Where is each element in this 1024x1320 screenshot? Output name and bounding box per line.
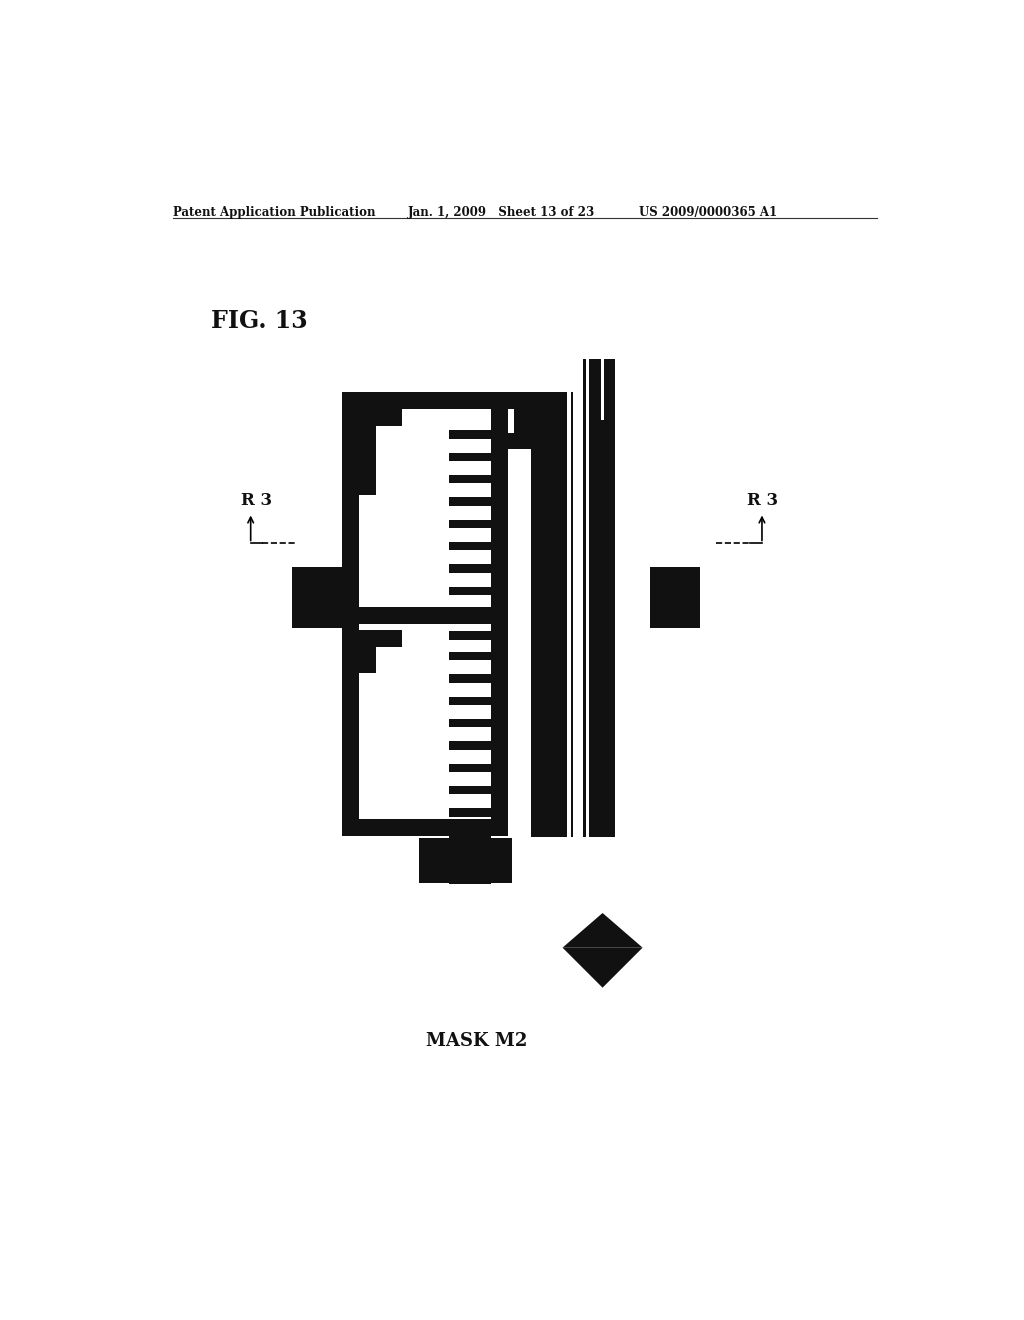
Bar [449,785,490,795]
Bar [449,652,490,660]
Text: Patent Application Publication: Patent Application Publication [173,206,376,219]
Text: Jan. 1, 2009   Sheet 13 of 23: Jan. 1, 2009 Sheet 13 of 23 [408,206,595,219]
Bar [359,409,401,425]
Bar [449,697,490,705]
Bar [449,675,490,682]
Bar [601,346,604,420]
Bar [449,742,490,750]
Bar [587,359,590,837]
Text: FIG. 13: FIG. 13 [211,309,308,333]
Bar [449,719,490,727]
Text: R 3: R 3 [241,492,271,508]
Bar [342,392,508,409]
Bar [449,763,490,772]
Bar [292,566,342,628]
Polygon shape [562,913,643,948]
Text: R 3: R 3 [746,492,777,508]
Bar [359,409,376,495]
Bar [449,609,490,618]
Text: MASK M2: MASK M2 [426,1032,527,1051]
Bar [449,498,490,506]
Bar [449,808,490,817]
Bar [508,433,531,449]
Bar [449,631,490,640]
Polygon shape [562,948,643,987]
Bar [531,392,573,837]
Bar [449,430,490,438]
Bar [514,392,531,449]
Text: US 2009/0000365 A1: US 2009/0000365 A1 [639,206,777,219]
Bar [342,818,508,836]
Bar [449,853,490,862]
Bar [449,564,490,573]
Bar [449,830,490,840]
Bar [449,520,490,528]
Bar [449,586,490,595]
Bar [583,359,614,837]
Bar [359,631,376,673]
Bar [419,838,512,883]
Bar [342,392,359,836]
Bar [449,875,490,884]
Bar [490,392,508,836]
Bar [449,543,490,550]
Bar [508,392,531,409]
Bar [650,566,700,628]
Bar [449,475,490,483]
Bar [359,631,401,647]
Bar [449,453,490,461]
Bar [567,392,571,837]
Bar [359,607,490,624]
